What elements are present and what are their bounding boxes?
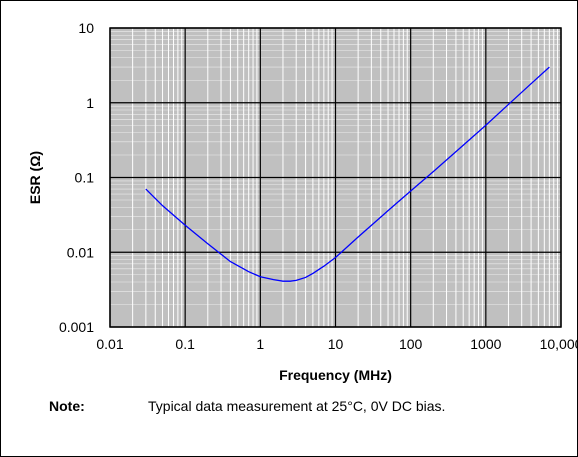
y-tick-label: 0.01 bbox=[67, 244, 94, 260]
y-tick-label: 0.001 bbox=[59, 319, 94, 335]
x-tick-label: 10,000 bbox=[540, 336, 578, 352]
x-tick-label: 0.1 bbox=[175, 336, 195, 352]
x-tick-label: 0.01 bbox=[96, 336, 123, 352]
series-line-0 bbox=[145, 66, 550, 282]
y-tick-label: 0.1 bbox=[75, 170, 95, 186]
x-tick-label: 100 bbox=[399, 336, 423, 352]
x-axis-title: Frequency (MHz) bbox=[279, 367, 392, 383]
x-tick-label: 10 bbox=[328, 336, 344, 352]
y-tick-label: 10 bbox=[78, 20, 94, 36]
y-axis-title: ESR (Ω) bbox=[27, 151, 43, 204]
y-tick-label: 1 bbox=[86, 95, 94, 111]
x-tick-labels: 0.01 0.1 1 10 100 1000 10,000 bbox=[96, 336, 578, 352]
note-label: Note: bbox=[49, 398, 85, 414]
x-tick-label: 1 bbox=[256, 336, 264, 352]
y-tick-labels: 0.001 0.01 0.1 1 10 bbox=[59, 20, 94, 335]
plot-border bbox=[109, 27, 562, 328]
note-text: Typical data measurement at 25°C, 0V DC … bbox=[148, 398, 446, 414]
x-tick-label: 1000 bbox=[470, 336, 501, 352]
series-layer bbox=[145, 66, 550, 282]
